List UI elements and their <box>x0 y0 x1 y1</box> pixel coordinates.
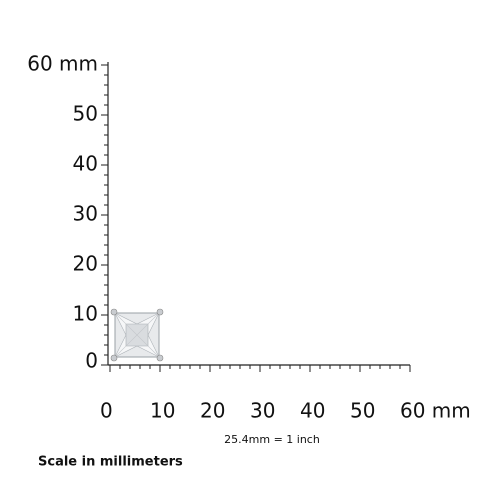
y-axis-label: 40 <box>73 152 98 176</box>
conversion-note: 25.4mm = 1 inch <box>224 433 320 446</box>
x-axis-label: 30 <box>250 399 275 423</box>
x-axis-label: 0 <box>100 399 113 423</box>
x-axis-label: 50 <box>350 399 375 423</box>
x-axis-label: 20 <box>200 399 225 423</box>
x-axis-label: 40 <box>300 399 325 423</box>
x-axis-label: 60 mm <box>400 399 471 423</box>
x-axis-label: 10 <box>150 399 175 423</box>
y-axis-label: 0 <box>85 349 98 373</box>
y-axis-label: 10 <box>73 302 98 326</box>
y-axis-label: 50 <box>73 102 98 126</box>
y-axis-label: 20 <box>73 252 98 276</box>
y-axis-label: 30 <box>73 202 98 226</box>
diamond-earring <box>110 308 164 362</box>
caption: Scale in millimeters <box>38 455 183 470</box>
y-axis-label: 60 mm <box>27 52 98 76</box>
